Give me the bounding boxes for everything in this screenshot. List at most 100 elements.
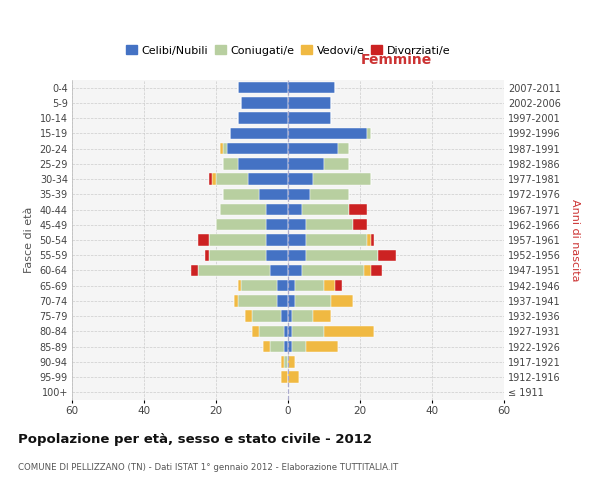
Bar: [281, 310, 288, 322]
Bar: [288, 265, 302, 276]
Bar: [288, 310, 292, 322]
Bar: [288, 219, 306, 230]
Bar: [238, 158, 288, 170]
Bar: [209, 234, 266, 246]
Bar: [245, 310, 252, 322]
Bar: [331, 295, 353, 306]
Bar: [288, 356, 295, 368]
Bar: [292, 310, 313, 322]
Bar: [306, 219, 353, 230]
Bar: [288, 97, 331, 108]
Bar: [191, 265, 198, 276]
Legend: Celibi/Nubili, Coniugati/e, Vedovi/e, Divorziati/e: Celibi/Nubili, Coniugati/e, Vedovi/e, Di…: [121, 41, 455, 60]
Bar: [259, 188, 288, 200]
Bar: [302, 265, 364, 276]
Bar: [209, 174, 212, 185]
Bar: [270, 341, 284, 352]
Bar: [259, 326, 284, 337]
Bar: [288, 158, 324, 170]
Bar: [288, 280, 295, 291]
Bar: [288, 372, 299, 383]
Text: Popolazione per età, sesso e stato civile - 2012: Popolazione per età, sesso e stato civil…: [18, 432, 372, 446]
Bar: [266, 234, 288, 246]
Bar: [288, 112, 331, 124]
Bar: [324, 158, 349, 170]
Bar: [302, 204, 349, 215]
Bar: [292, 341, 306, 352]
Bar: [277, 280, 288, 291]
Bar: [306, 250, 378, 261]
Bar: [288, 326, 292, 337]
Bar: [338, 143, 349, 154]
Bar: [288, 128, 367, 139]
Bar: [216, 219, 266, 230]
Bar: [234, 295, 238, 306]
Bar: [223, 188, 259, 200]
Bar: [353, 219, 367, 230]
Bar: [288, 341, 292, 352]
Bar: [288, 204, 302, 215]
Bar: [216, 174, 248, 185]
Bar: [263, 341, 270, 352]
Bar: [205, 250, 209, 261]
Text: Femmine: Femmine: [361, 53, 431, 67]
Bar: [266, 204, 288, 215]
Bar: [288, 295, 295, 306]
Bar: [324, 280, 335, 291]
Bar: [292, 326, 324, 337]
Bar: [248, 174, 288, 185]
Bar: [295, 280, 324, 291]
Bar: [212, 174, 216, 185]
Bar: [288, 188, 310, 200]
Bar: [281, 372, 288, 383]
Bar: [227, 143, 288, 154]
Bar: [288, 234, 306, 246]
Bar: [198, 265, 270, 276]
Bar: [281, 356, 284, 368]
Bar: [313, 174, 371, 185]
Bar: [378, 250, 396, 261]
Bar: [371, 234, 374, 246]
Bar: [198, 234, 209, 246]
Bar: [310, 188, 349, 200]
Bar: [238, 280, 241, 291]
Bar: [284, 341, 288, 352]
Y-axis label: Fasce di età: Fasce di età: [24, 207, 34, 273]
Bar: [367, 234, 371, 246]
Bar: [241, 97, 288, 108]
Bar: [295, 295, 331, 306]
Bar: [288, 250, 306, 261]
Text: COMUNE DI PELLIZZANO (TN) - Dati ISTAT 1° gennaio 2012 - Elaborazione TUTTITALIA: COMUNE DI PELLIZZANO (TN) - Dati ISTAT 1…: [18, 463, 398, 472]
Bar: [252, 326, 259, 337]
Y-axis label: Anni di nascita: Anni di nascita: [571, 198, 580, 281]
Bar: [277, 295, 288, 306]
Bar: [266, 250, 288, 261]
Bar: [349, 204, 367, 215]
Bar: [223, 143, 227, 154]
Bar: [238, 112, 288, 124]
Bar: [220, 204, 266, 215]
Bar: [238, 295, 277, 306]
Bar: [270, 265, 288, 276]
Bar: [288, 143, 338, 154]
Bar: [284, 326, 288, 337]
Bar: [223, 158, 238, 170]
Bar: [238, 82, 288, 94]
Bar: [284, 356, 288, 368]
Bar: [241, 280, 277, 291]
Bar: [252, 310, 281, 322]
Bar: [335, 280, 342, 291]
Bar: [306, 341, 338, 352]
Bar: [220, 143, 223, 154]
Bar: [209, 250, 266, 261]
Bar: [288, 82, 335, 94]
Bar: [324, 326, 374, 337]
Bar: [371, 265, 382, 276]
Bar: [313, 310, 331, 322]
Bar: [306, 234, 367, 246]
Bar: [364, 265, 371, 276]
Bar: [266, 219, 288, 230]
Bar: [230, 128, 288, 139]
Bar: [367, 128, 371, 139]
Bar: [288, 174, 313, 185]
